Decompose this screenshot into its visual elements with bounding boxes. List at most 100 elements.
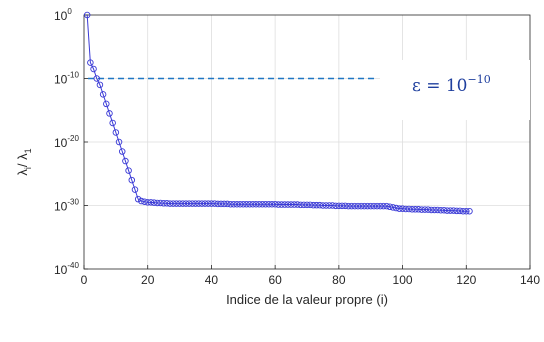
x-tick-label: 0: [81, 273, 88, 287]
data-point: [240, 200, 247, 208]
x-tick-label: 20: [141, 273, 155, 287]
x-axis-label: Indice de la valeur propre (i): [226, 292, 388, 307]
y-tick-exponent: -30: [67, 198, 79, 207]
y-axis-label-lambda: λ: [15, 169, 30, 176]
data-point: [459, 207, 467, 215]
data-point: [291, 201, 298, 208]
data-point: [214, 200, 222, 208]
data-point: [96, 81, 104, 89]
threshold-label-exponent: −10: [468, 73, 491, 86]
data-point: [300, 201, 308, 209]
data-point: [204, 200, 212, 207]
data-point: [220, 200, 228, 208]
data-point: [380, 202, 387, 210]
data-point: [443, 207, 451, 214]
data-point: [392, 204, 400, 212]
data-point: [99, 91, 107, 98]
data-point: [386, 203, 394, 211]
data-point: [157, 199, 164, 207]
data-point: [106, 110, 113, 117]
data-point: [367, 202, 374, 210]
data-point: [118, 148, 126, 155]
data-point: [415, 206, 422, 213]
y-tick-exponent: 0: [67, 7, 72, 16]
data-point: [396, 205, 403, 212]
data-point: [160, 200, 167, 207]
data-point: [138, 197, 145, 205]
data-point: [370, 202, 378, 210]
data-point: [173, 200, 180, 207]
data-point: [169, 200, 177, 207]
data-point: [201, 200, 209, 207]
data-point: [281, 201, 288, 208]
data-point: [271, 200, 279, 208]
data-point: [93, 75, 100, 82]
data-point: [141, 198, 148, 205]
x-tick-label: 40: [205, 273, 219, 287]
data-point: [268, 200, 276, 208]
threshold-label: ε = 10−10: [412, 73, 491, 96]
data-point: [182, 200, 190, 207]
data-point: [287, 201, 295, 208]
y-axis-label-sub-i: i: [23, 167, 33, 169]
data-point: [402, 205, 410, 213]
series-points: [83, 11, 473, 215]
data-point: [383, 202, 390, 210]
data-point: [208, 200, 215, 207]
y-axis-label-sep: /: [15, 160, 30, 167]
data-point: [83, 11, 91, 19]
data-point: [437, 207, 445, 214]
x-tick-label: 140: [520, 273, 540, 287]
data-point: [246, 200, 253, 208]
data-point: [249, 200, 257, 208]
data-point: [456, 207, 464, 215]
data-point: [364, 202, 371, 210]
data-point: [259, 200, 266, 208]
data-point: [134, 195, 142, 203]
data-point: [466, 207, 473, 215]
data-point: [297, 201, 304, 209]
data-point: [243, 200, 250, 208]
data-point: [255, 200, 263, 208]
data-point: [128, 176, 136, 184]
data-point: [316, 201, 323, 209]
data-point: [262, 200, 269, 208]
data-point: [450, 207, 457, 214]
data-point: [166, 200, 174, 207]
data-point: [90, 65, 97, 73]
data-point: [189, 200, 196, 207]
y-tick-base: 10: [54, 136, 68, 150]
data-point: [329, 202, 336, 209]
data-point: [252, 200, 260, 208]
data-point: [112, 129, 120, 136]
data-point: [389, 204, 397, 211]
data-point: [313, 201, 320, 209]
data-point: [154, 199, 161, 207]
data-point: [125, 167, 132, 174]
threshold-label-box: [380, 60, 530, 120]
y-tick-label: 10-10: [54, 71, 79, 87]
data-point: [361, 202, 368, 210]
threshold-label-base: ε = 10: [412, 76, 468, 96]
data-point: [303, 201, 311, 209]
data-point: [230, 200, 237, 208]
data-point: [463, 207, 470, 215]
y-tick-base: 10: [54, 73, 68, 87]
data-point: [348, 202, 355, 210]
data-point: [418, 206, 425, 213]
x-tick-label: 60: [268, 273, 282, 287]
data-point: [335, 202, 343, 210]
data-point: [278, 201, 285, 208]
data-point: [338, 202, 346, 210]
data-point: [332, 202, 339, 210]
data-point: [405, 205, 413, 213]
y-tick-exponent: -40: [67, 261, 79, 270]
data-point: [431, 206, 438, 214]
data-point: [198, 200, 206, 207]
data-point: [284, 201, 292, 208]
data-point: [275, 201, 282, 208]
data-point: [109, 119, 116, 127]
data-point: [341, 202, 349, 210]
